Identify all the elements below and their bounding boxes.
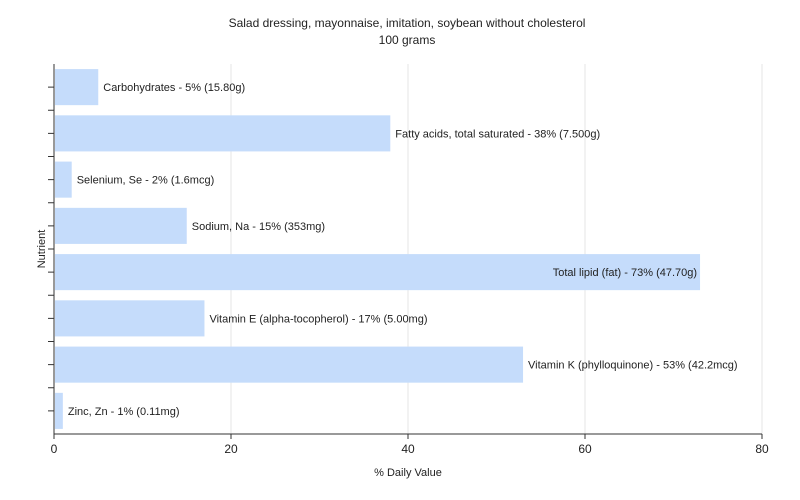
x-axis-label: % Daily Value [374, 467, 442, 479]
bar-label: Sodium, Na - 15% (353mg) [192, 221, 325, 233]
x-tick-label: 80 [755, 442, 769, 456]
bar [55, 254, 701, 291]
x-tick-label: 40 [401, 442, 415, 456]
bar-label: Vitamin K (phylloquinone) - 53% (42.2mcg… [528, 360, 738, 372]
bar-label: Zinc, Zn - 1% (0.11mg) [68, 406, 180, 418]
x-tick-label: 20 [224, 442, 238, 456]
bar-label: Selenium, Se - 2% (1.6mcg) [77, 175, 215, 187]
bar-label: Fatty acids, total saturated - 38% (7.50… [395, 128, 600, 140]
x-tick-label: 60 [578, 442, 592, 456]
bars: Carbohydrates - 5% (15.80g) Fatty acids, … [55, 69, 738, 429]
bar-label: Total lipid (fat) - 73% (47.70g) [553, 267, 697, 279]
bar [55, 300, 205, 337]
bar [55, 207, 187, 244]
x-tick-label: 0 [51, 442, 58, 456]
bar [55, 161, 72, 198]
bar [55, 115, 391, 152]
bar [55, 392, 63, 429]
chart-subtitle: 100 grams [379, 33, 436, 47]
y-axis-label: Nutrient [36, 230, 48, 269]
chart-title: Salad dressing, mayonnaise, imitation, s… [229, 16, 586, 30]
x-ticks: 0 20 40 60 80 [51, 434, 769, 456]
y-ticks [48, 86, 54, 412]
bar [55, 69, 99, 106]
bar [55, 346, 524, 383]
bar-label: Carbohydrates - 5% (15.80g) [103, 82, 245, 94]
bar-label: Vitamin E (alpha-tocopherol) - 17% (5.00… [209, 313, 427, 325]
